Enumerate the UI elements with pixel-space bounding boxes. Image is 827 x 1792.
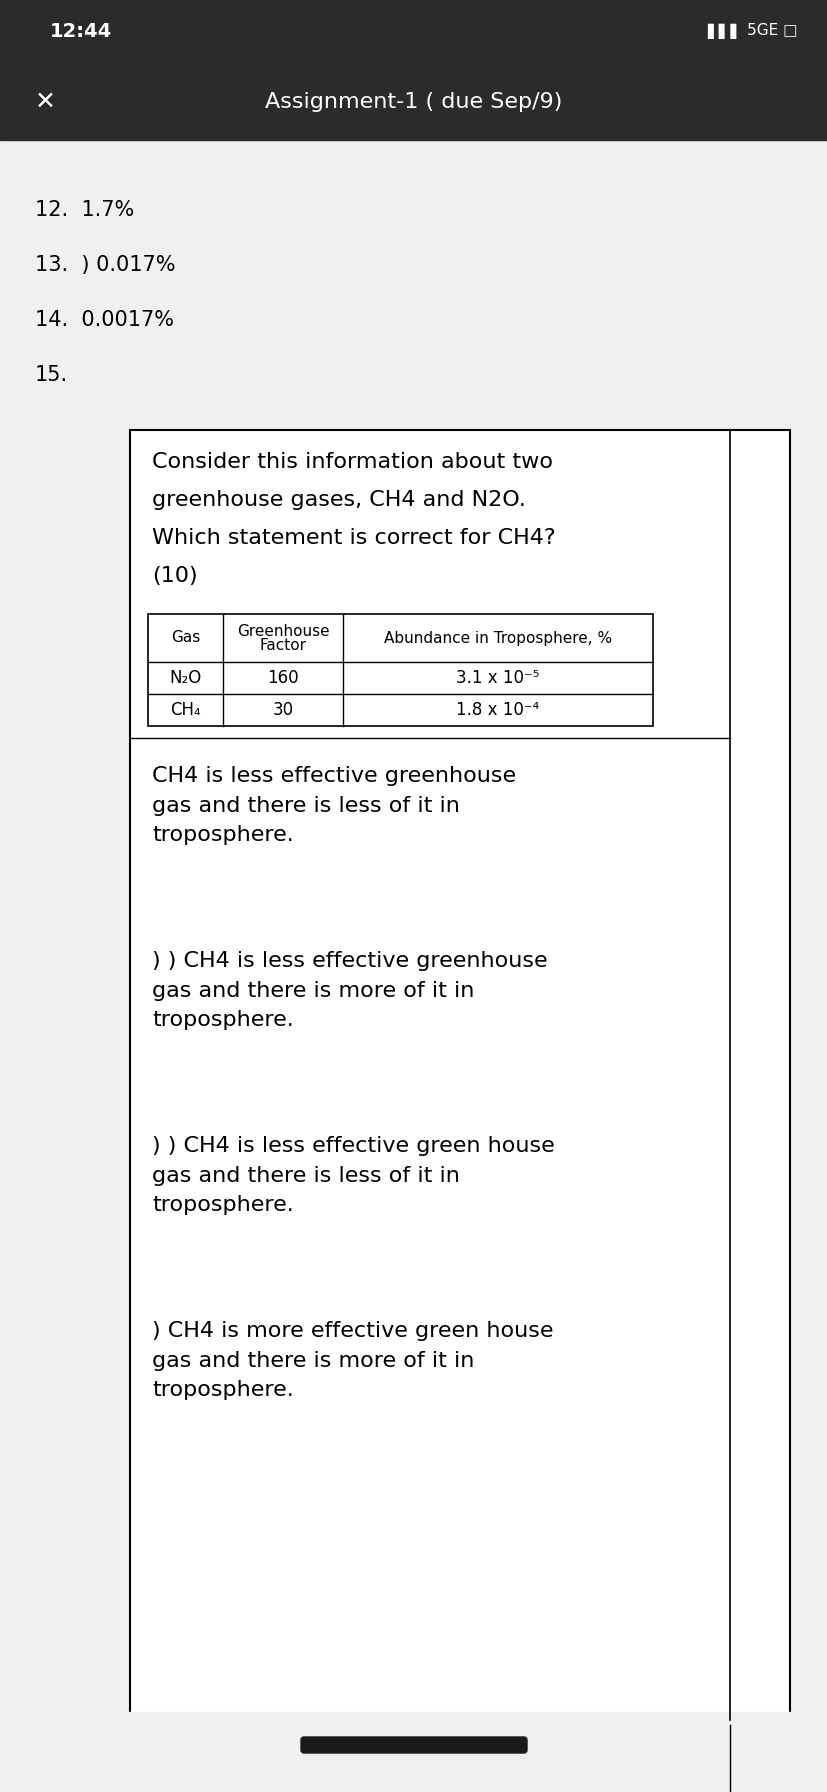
Text: Gas: Gas	[170, 631, 200, 645]
Text: ) ) CH4 is less effective greenhouse
gas and there is more of it in
troposphere.: ) ) CH4 is less effective greenhouse gas…	[152, 952, 547, 1030]
Text: N₂O: N₂O	[170, 668, 202, 686]
Text: Factor: Factor	[259, 638, 306, 654]
Text: ) CH4 is more effective green house
gas and there is more of it in
troposphere.: ) CH4 is more effective green house gas …	[152, 1321, 552, 1400]
Text: Which statement is correct for CH4?: Which statement is correct for CH4?	[152, 529, 555, 548]
Text: 30: 30	[272, 701, 294, 719]
Text: 12.  1.7%: 12. 1.7%	[35, 201, 134, 220]
Text: Abundance in Troposphere, %: Abundance in Troposphere, %	[384, 631, 611, 645]
Text: CH₄: CH₄	[170, 701, 201, 719]
Bar	[0, 0, 827, 59]
Text: ▌▌▌ 5GE □: ▌▌▌ 5GE □	[706, 23, 797, 39]
Text: 12:44: 12:44	[50, 22, 112, 41]
Text: 1.8 x 10⁻⁴: 1.8 x 10⁻⁴	[456, 701, 539, 719]
Text: 160: 160	[267, 668, 299, 686]
Bar	[0, 59, 827, 140]
Bar	[0, 1711, 827, 1792]
Text: greenhouse gases, CH4 and N2O.: greenhouse gases, CH4 and N2O.	[152, 489, 525, 511]
FancyBboxPatch shape	[301, 1736, 526, 1753]
Bar	[130, 1726, 789, 1792]
Text: ✕: ✕	[35, 90, 56, 113]
Text: 14.  0.0017%: 14. 0.0017%	[35, 310, 174, 330]
Text: (10): (10)	[152, 566, 198, 586]
Text: Consider this information about two: Consider this information about two	[152, 452, 552, 471]
Text: Greenhouse: Greenhouse	[237, 624, 329, 638]
Bar	[130, 430, 789, 1720]
Text: CH4 is less effective greenhouse
gas and there is less of it in
troposphere.: CH4 is less effective greenhouse gas and…	[152, 765, 515, 846]
Text: ) ) CH4 is less effective green house
gas and there is less of it in
troposphere: ) ) CH4 is less effective green house ga…	[152, 1136, 554, 1215]
Text: 15.: 15.	[35, 366, 68, 385]
Text: 3.1 x 10⁻⁵: 3.1 x 10⁻⁵	[456, 668, 539, 686]
Text: 13.  ) 0.017%: 13. ) 0.017%	[35, 254, 175, 274]
Text: Assignment-1 ( due Sep/9): Assignment-1 ( due Sep/9)	[265, 91, 562, 111]
Bar	[148, 615, 653, 726]
